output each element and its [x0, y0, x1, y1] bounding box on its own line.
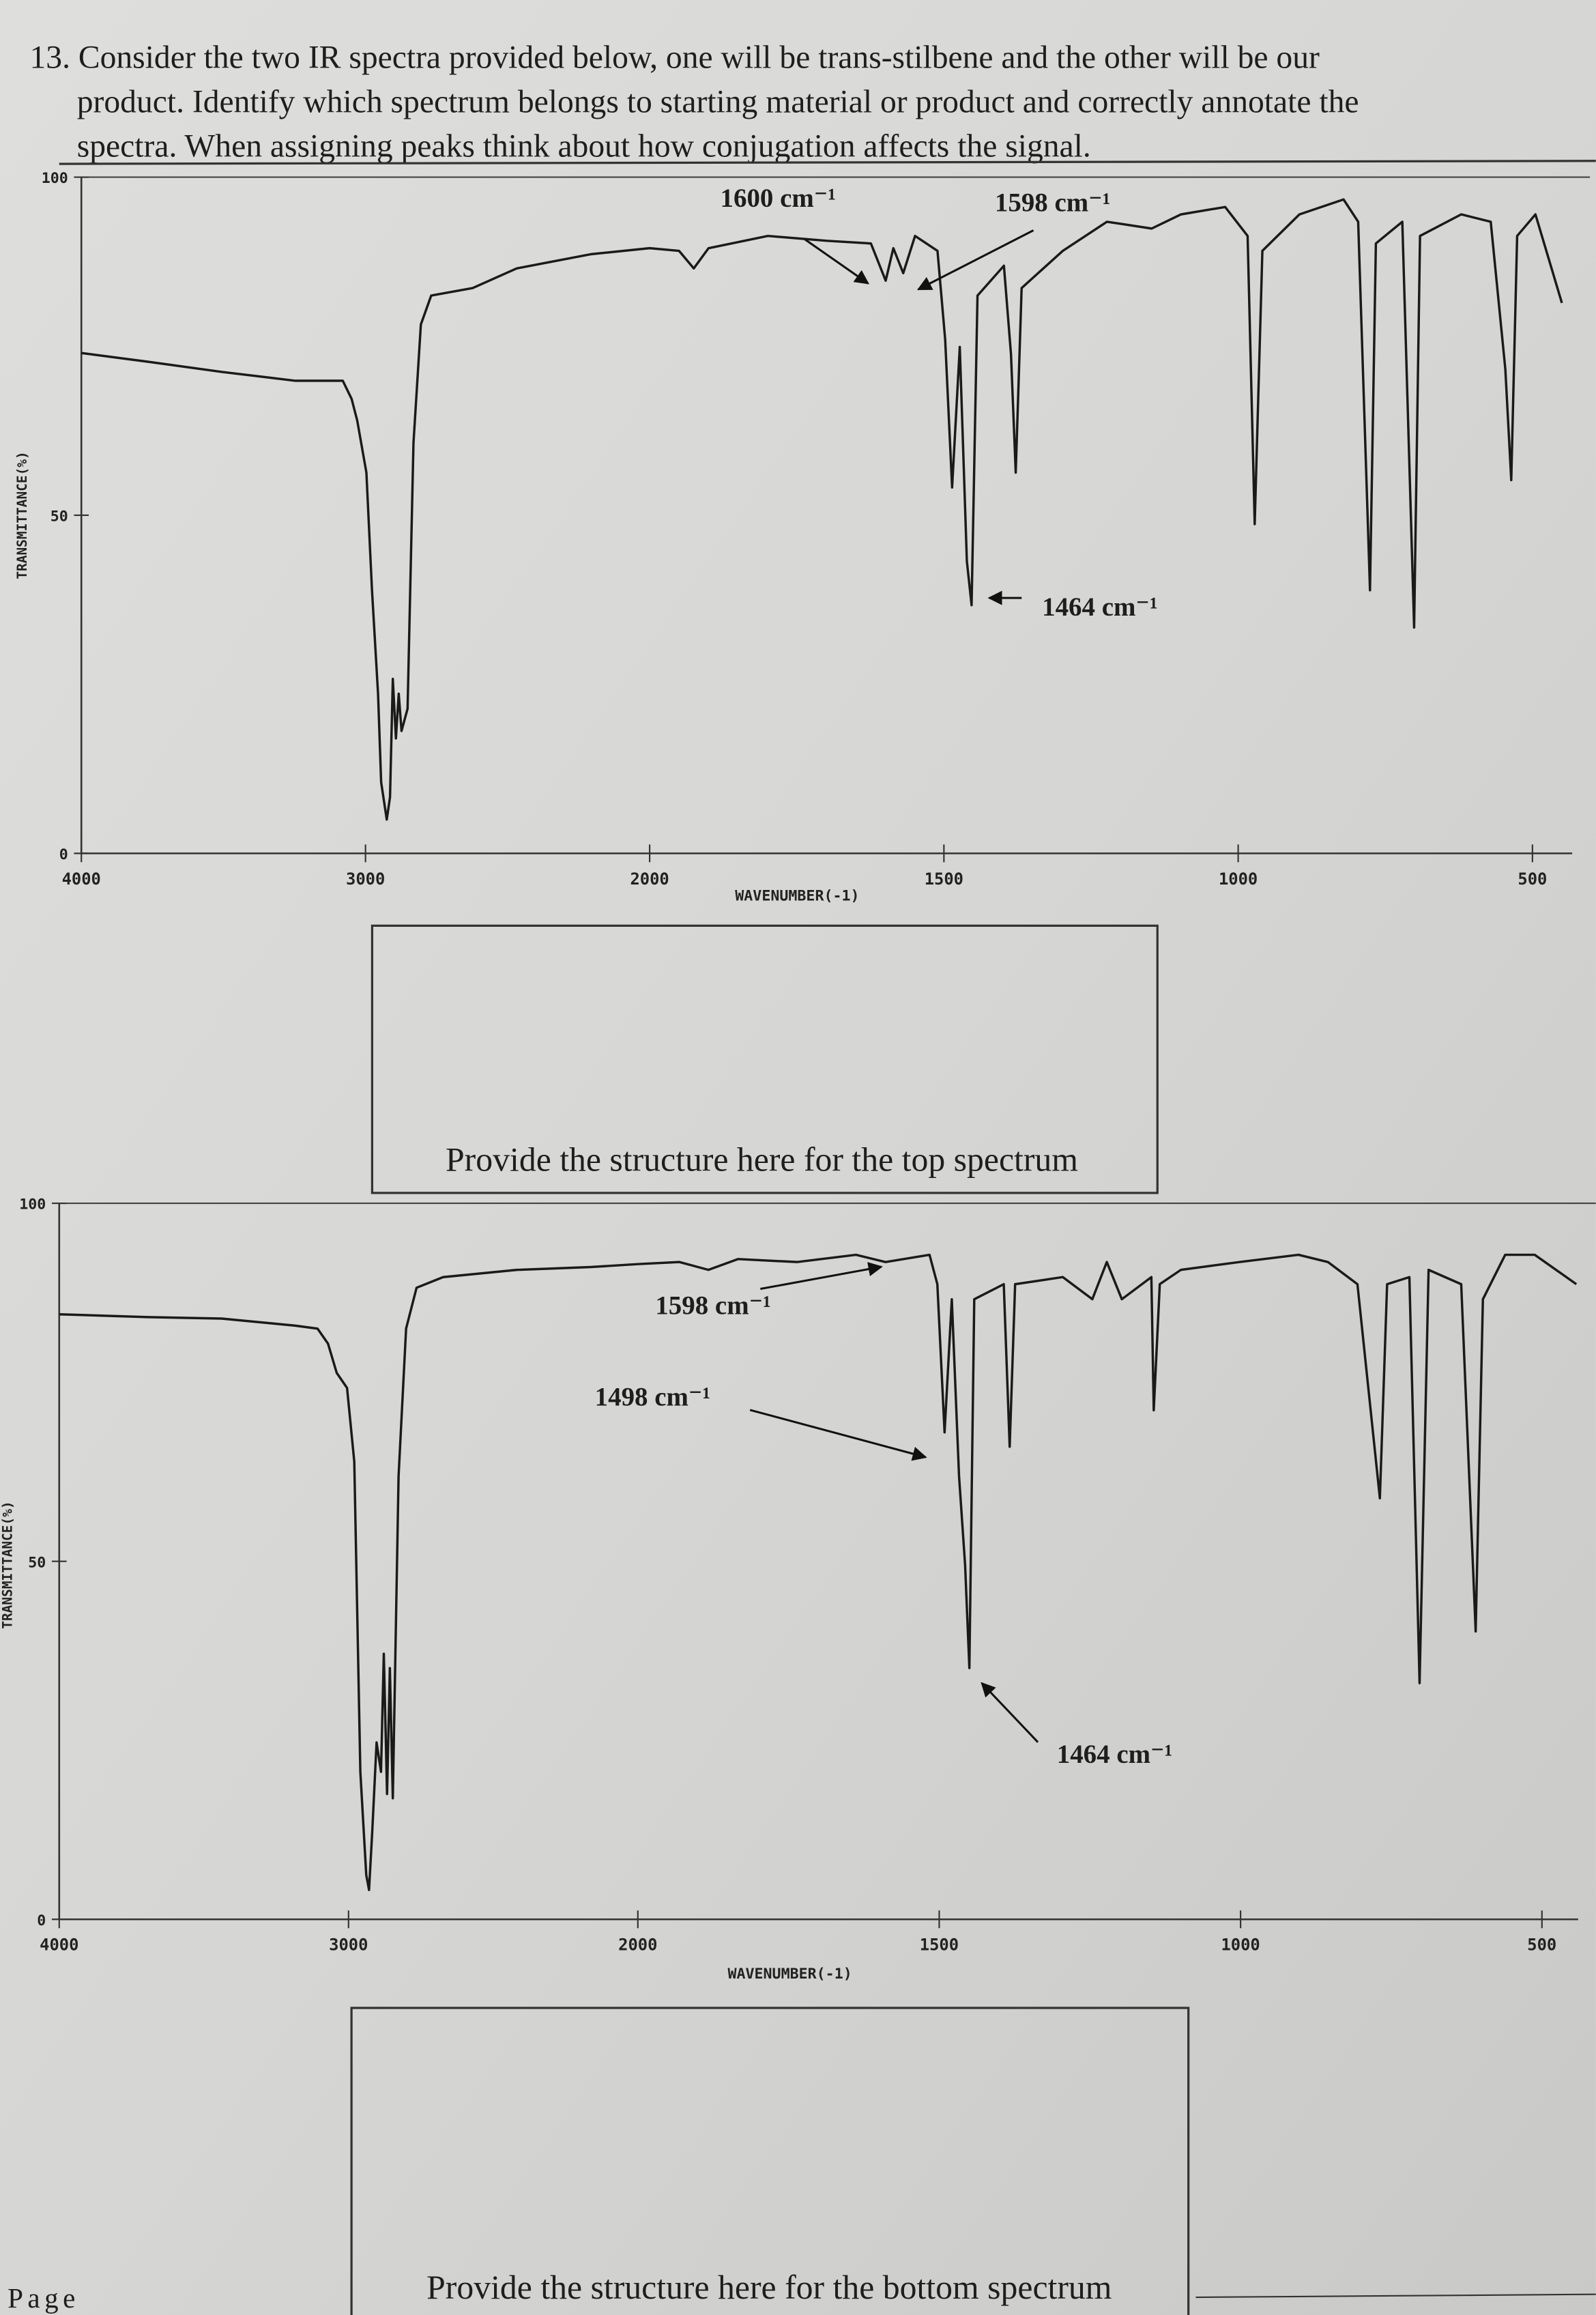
x-tick-label: 3000 — [329, 1936, 368, 1955]
y-tick-label: 0 — [59, 846, 68, 863]
x-tick-label: 1500 — [925, 869, 963, 889]
y-tick-label: 100 — [42, 170, 68, 187]
peak-annotation: 1498 cm⁻¹ — [595, 1382, 710, 1411]
x-tick-label: 1500 — [920, 1936, 959, 1955]
x-tick-label: 2000 — [618, 1936, 657, 1955]
question-line: spectra. When assigning peaks think abou… — [77, 128, 1091, 164]
annotation-arrow — [981, 1682, 1039, 1743]
rule — [59, 160, 1596, 165]
peak-annotation: 1598 cm⁻¹ — [995, 188, 1110, 217]
x-tick-label: 1000 — [1221, 1936, 1260, 1955]
y-axis-label: TRANSMITTANCE(%) — [14, 451, 30, 579]
y-tick-label: 50 — [50, 508, 68, 526]
y-tick-label: 50 — [28, 1554, 46, 1571]
x-tick-label: 3000 — [346, 869, 385, 889]
answer-caption: Provide the structure here for the botto… — [426, 2269, 1112, 2306]
x-tick-label: 4000 — [40, 1936, 78, 1955]
x-axis-label: WAVENUMBER(-1) — [735, 888, 859, 905]
annotation-arrow — [749, 1409, 927, 1461]
peak-annotation: 1464 cm⁻¹ — [1042, 592, 1157, 622]
peak-annotation: 1464 cm⁻¹ — [1057, 1740, 1173, 1769]
x-tick-label: 2000 — [630, 869, 669, 889]
spectrum — [59, 1253, 1578, 1891]
answer-caption: Provide the structure here for the top s… — [446, 1140, 1078, 1178]
peak-annotation: 1600 cm⁻¹ — [721, 184, 837, 213]
x-tick-label: 500 — [1518, 869, 1547, 889]
y-tick-label: 0 — [37, 1912, 46, 1929]
annotation-arrow — [916, 229, 1034, 291]
x-tick-label: 500 — [1527, 1936, 1556, 1955]
question-line: 13. Consider the two IR spectra provided… — [30, 40, 1320, 76]
answer-box — [350, 2007, 1190, 2315]
peak-annotation: 1598 cm⁻¹ — [655, 1291, 771, 1320]
y-axis-label: TRANSMITTANCE(%) — [0, 1501, 16, 1628]
question-line: product. Identify which spectrum belongs… — [77, 84, 1359, 119]
answer-box — [371, 924, 1159, 1194]
x-axis-label: WAVENUMBER(-1) — [727, 1966, 852, 1983]
rule — [1195, 2293, 1596, 2299]
y-tick-label: 100 — [19, 1196, 46, 1213]
footer: Page — [8, 2282, 80, 2314]
spectrum — [81, 198, 1563, 821]
x-tick-label: 4000 — [62, 869, 101, 889]
annotation-arrow — [760, 1262, 883, 1291]
annotation-arrow — [804, 238, 869, 285]
x-tick-label: 1000 — [1219, 869, 1258, 889]
